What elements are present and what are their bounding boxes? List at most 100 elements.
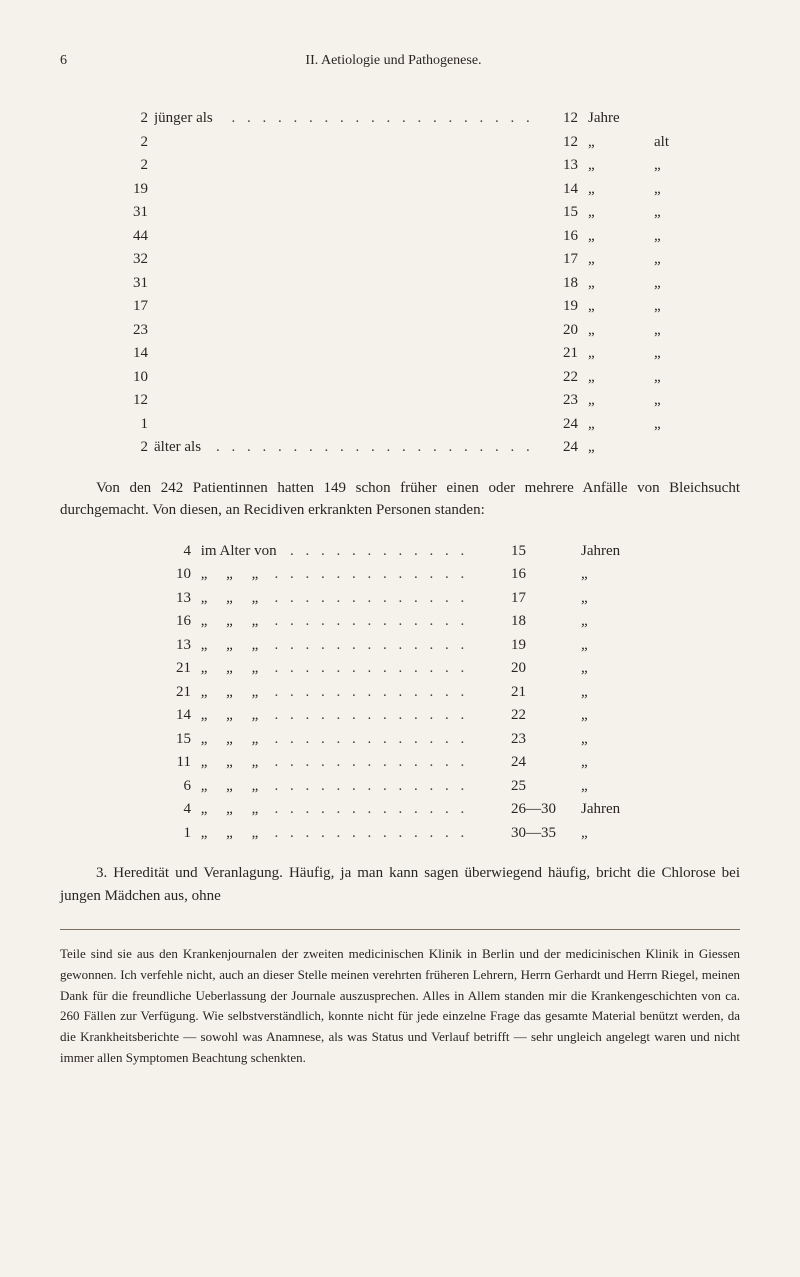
row-unit: „ xyxy=(578,295,648,318)
table-row: 1 „ „ „ 30—35„ xyxy=(165,822,635,845)
row-count: 23 xyxy=(120,319,148,342)
table-row: 4 im Alter von 15Jahren xyxy=(165,540,635,563)
row-leader: „ „ „ xyxy=(197,587,499,610)
row-mid-label: „ „ „ xyxy=(197,778,268,794)
page-header: 6 II. Aetiologie und Pathogenese. xyxy=(60,50,740,71)
row-unit: „ xyxy=(578,366,648,389)
row-count: 1 xyxy=(120,413,148,436)
row-extra: „ xyxy=(648,225,680,248)
row-leader: „ „ „ xyxy=(197,775,499,798)
row-extra: „ xyxy=(648,342,680,365)
header-spacer xyxy=(720,50,740,71)
row-value: 16 xyxy=(505,563,575,586)
row-leader: „ „ „ xyxy=(197,704,499,727)
row-extra: „ xyxy=(648,413,680,436)
row-count: 32 xyxy=(120,248,148,271)
row-age: 18 xyxy=(542,272,578,295)
row-extra: „ xyxy=(648,366,680,389)
row-age: 19 xyxy=(542,295,578,318)
row-unit: Jahre xyxy=(578,107,648,130)
row-unit: „ xyxy=(578,342,648,365)
row-unit: „ xyxy=(578,319,648,342)
row-count: 6 xyxy=(165,775,191,798)
row-mid-label: „ „ „ xyxy=(197,754,268,770)
row-age: 21 xyxy=(542,342,578,365)
row-count: 44 xyxy=(120,225,148,248)
row-unit: Jahren xyxy=(575,540,635,563)
table-row: 14 „ „ „ 22„ xyxy=(165,704,635,727)
table-row: 2320„„ xyxy=(120,319,680,342)
row-count: 10 xyxy=(165,563,191,586)
row-extra: „ xyxy=(648,201,680,224)
table-row: 21 „ „ „ 20„ xyxy=(165,657,635,680)
table-row: 213„„ xyxy=(120,154,680,177)
row-unit: „ xyxy=(578,436,648,459)
row-unit: „ xyxy=(578,248,648,271)
row-extra: „ xyxy=(648,272,680,295)
row-unit: „ xyxy=(575,822,635,845)
paragraph-recidiv: Von den 242 Patientinnen hatten 149 scho… xyxy=(60,477,740,522)
table-row: 4416„„ xyxy=(120,225,680,248)
table-row: 6 „ „ „ 25„ xyxy=(165,775,635,798)
row-count: 17 xyxy=(120,295,148,318)
row-mid-label: „ „ „ xyxy=(197,613,268,629)
row-mid-label: „ „ „ xyxy=(197,825,268,841)
row-unit: „ xyxy=(575,634,635,657)
table-row: 21 „ „ „ 21„ xyxy=(165,681,635,704)
footnote-text: Teile sind sie aus den Krankenjournalen … xyxy=(60,944,740,1069)
row-count: 19 xyxy=(120,178,148,201)
row-unit: „ xyxy=(575,728,635,751)
row-unit: „ xyxy=(578,178,648,201)
row-leader: „ „ „ xyxy=(197,798,499,821)
table-row: 2 älter als 24„ xyxy=(120,436,680,459)
row-value: 20 xyxy=(505,657,575,680)
row-age: 14 xyxy=(542,178,578,201)
row-count: 10 xyxy=(120,366,148,389)
table-row: 3115„„ xyxy=(120,201,680,224)
row-age: 12 xyxy=(542,107,578,130)
row-leader: „ „ „ xyxy=(197,822,499,845)
table-row: 3217„„ xyxy=(120,248,680,271)
paragraph-heredity: 3. Heredität und Veranlagung. Häufig, ja… xyxy=(60,862,740,907)
row-unit: „ xyxy=(575,657,635,680)
row-count: 15 xyxy=(165,728,191,751)
row-value: 18 xyxy=(505,610,575,633)
row-mid-label: „ „ „ xyxy=(197,566,268,582)
row-count: 31 xyxy=(120,201,148,224)
row-count: 13 xyxy=(165,587,191,610)
row-leader: „ „ „ xyxy=(197,728,499,751)
recidiv-age-table: 4 im Alter von 15Jahren10 „ „ „ 16„13 „ … xyxy=(165,540,635,845)
row-mid-label: „ „ „ xyxy=(197,731,268,747)
row-mid-label: im Alter von xyxy=(197,543,286,559)
row-value: 25 xyxy=(505,775,575,798)
row-leader: „ „ „ xyxy=(197,681,499,704)
row-value: 17 xyxy=(505,587,575,610)
row-unit: „ xyxy=(578,413,648,436)
row-age: 16 xyxy=(542,225,578,248)
row-leader: älter als xyxy=(154,436,536,459)
row-extra: „ xyxy=(648,295,680,318)
section-title: II. Aetiologie und Pathogenese. xyxy=(67,50,720,71)
row-mid-label: „ „ „ xyxy=(197,637,268,653)
row-leader: jünger als xyxy=(154,107,536,130)
row-unit: Jahren xyxy=(575,798,635,821)
row-unit: „ xyxy=(575,681,635,704)
row-value: 22 xyxy=(505,704,575,727)
table-row: 11 „ „ „ 24„ xyxy=(165,751,635,774)
row-unit: „ xyxy=(578,389,648,412)
row-unit: „ xyxy=(578,131,648,154)
row-count: 4 xyxy=(165,798,191,821)
row-extra: „ xyxy=(648,154,680,177)
row-extra: „ xyxy=(648,389,680,412)
page-number: 6 xyxy=(60,50,67,71)
row-count: 21 xyxy=(165,681,191,704)
table-row: 15 „ „ „ 23„ xyxy=(165,728,635,751)
row-age: 12 xyxy=(542,131,578,154)
row-value: 21 xyxy=(505,681,575,704)
row-age: 24 xyxy=(542,413,578,436)
row-value: 23 xyxy=(505,728,575,751)
row-mid-label: „ „ „ xyxy=(197,660,268,676)
row-count: 2 xyxy=(120,154,148,177)
row-age: 23 xyxy=(542,389,578,412)
row-count: 2 xyxy=(120,107,148,130)
